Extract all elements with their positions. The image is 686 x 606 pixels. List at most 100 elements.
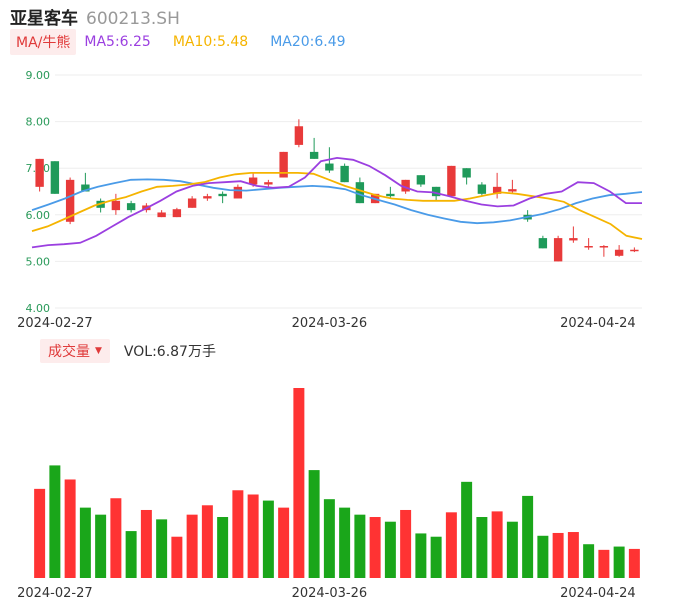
candle: [35, 158, 44, 187]
volume-bar: [308, 470, 320, 578]
candle: [630, 249, 639, 252]
candle: [431, 186, 441, 197]
candle: [294, 126, 304, 145]
candle: [233, 186, 243, 199]
candle: [386, 193, 395, 197]
ma-toggle-button[interactable]: MA/牛熊: [10, 29, 77, 55]
volume-bar: [232, 490, 244, 578]
candle: [65, 179, 75, 222]
volume-bar: [262, 500, 274, 578]
volume-bar: [247, 494, 259, 578]
stock-name: 亚星客车: [10, 9, 78, 29]
x-date-label: 2024-04-24: [560, 316, 636, 331]
candle: [492, 186, 502, 194]
volume-bar: [567, 532, 579, 578]
volume-bar: [628, 548, 640, 578]
x-date-label: 2024-02-27: [17, 316, 93, 331]
candle: [187, 198, 197, 208]
candle: [218, 193, 227, 197]
volume-bar: [552, 532, 564, 578]
caret-down-icon: ▼: [95, 346, 102, 356]
stock-code: 600213.SH: [86, 9, 180, 29]
ma20-label: MA20:6.49: [270, 34, 346, 50]
y-tick-label: 8.00: [26, 116, 51, 129]
volume-bar: [522, 495, 534, 578]
y-tick-label: 5.00: [26, 255, 51, 268]
volume-bar: [95, 514, 107, 578]
candle: [569, 238, 578, 241]
volume-legend: 成交量 ▼ VOL:6.87万手: [40, 339, 216, 363]
candle: [264, 182, 273, 185]
volume-bar: [323, 499, 335, 578]
volume-bar: [217, 517, 229, 578]
volume-x-date-label: 2024-03-26: [292, 586, 368, 601]
volume-bar: [613, 546, 625, 578]
volume-bar: [400, 509, 412, 578]
candle: [477, 184, 487, 194]
volume-bar: [293, 388, 305, 578]
volume-x-date-label: 2024-04-24: [560, 586, 636, 601]
volume-bar: [445, 512, 457, 578]
volume-bar: [491, 511, 503, 578]
candle: [462, 168, 471, 178]
candle: [508, 189, 517, 192]
candle: [157, 212, 166, 218]
volume-bar: [384, 521, 396, 578]
candle: [126, 203, 136, 211]
volume-value: VOL:6.87万手: [123, 344, 216, 360]
ma5-label: MA5:6.25: [84, 34, 151, 50]
volume-bar: [415, 533, 427, 578]
volume-bar: [537, 535, 549, 578]
candle: [538, 238, 548, 249]
volume-bar: [125, 531, 137, 578]
volume-bar: [461, 481, 473, 578]
candle: [447, 165, 456, 197]
volume-bar: [278, 507, 290, 578]
volume-x-date-label: 2024-02-27: [17, 586, 93, 601]
ma10-label: MA10:5.48: [172, 34, 249, 50]
volume-bar: [34, 488, 46, 578]
candle: [401, 179, 410, 192]
y-tick-label: 9.00: [26, 69, 51, 82]
candle: [279, 151, 288, 178]
volume-bar: [156, 519, 168, 578]
volume-bar: [201, 505, 213, 578]
volume-bar: [598, 549, 610, 578]
volume-bar: [171, 536, 183, 578]
volume-bar: [369, 517, 381, 578]
candle: [416, 175, 426, 185]
ma20-line: [31, 178, 643, 225]
x-date-label: 2024-03-26: [292, 316, 368, 331]
ma5-line: [31, 156, 642, 249]
y-tick-label: 4.00: [26, 302, 51, 315]
ma10-line: [31, 171, 643, 240]
candle: [248, 177, 258, 185]
volume-bar: [506, 521, 518, 578]
volume-bar: [354, 514, 366, 578]
candle: [614, 249, 624, 256]
candle: [340, 165, 349, 183]
candle: [111, 200, 121, 211]
candle: [325, 163, 334, 171]
candle: [584, 246, 593, 248]
volume-bar: [186, 514, 198, 578]
candle: [309, 151, 319, 159]
volume-bar: [476, 517, 488, 578]
volume-bar: [583, 544, 595, 578]
volume-bar: [339, 507, 351, 578]
volume-toggle-button[interactable]: 成交量 ▼: [40, 339, 110, 363]
candle: [81, 184, 90, 192]
candle: [172, 209, 182, 218]
ma-legend: MA/牛熊 MA5:6.25 MA10:5.48 MA20:6.49: [10, 29, 368, 55]
candle: [50, 161, 60, 194]
volume-bar: [110, 498, 122, 578]
candle: [203, 196, 212, 199]
volume-toggle-label: 成交量: [48, 344, 90, 360]
volume-bar: [140, 509, 152, 578]
candle: [599, 246, 609, 248]
volume-bar: [64, 479, 76, 578]
volume-bar: [49, 465, 61, 578]
candle: [355, 182, 365, 204]
volume-bar: [430, 536, 442, 578]
